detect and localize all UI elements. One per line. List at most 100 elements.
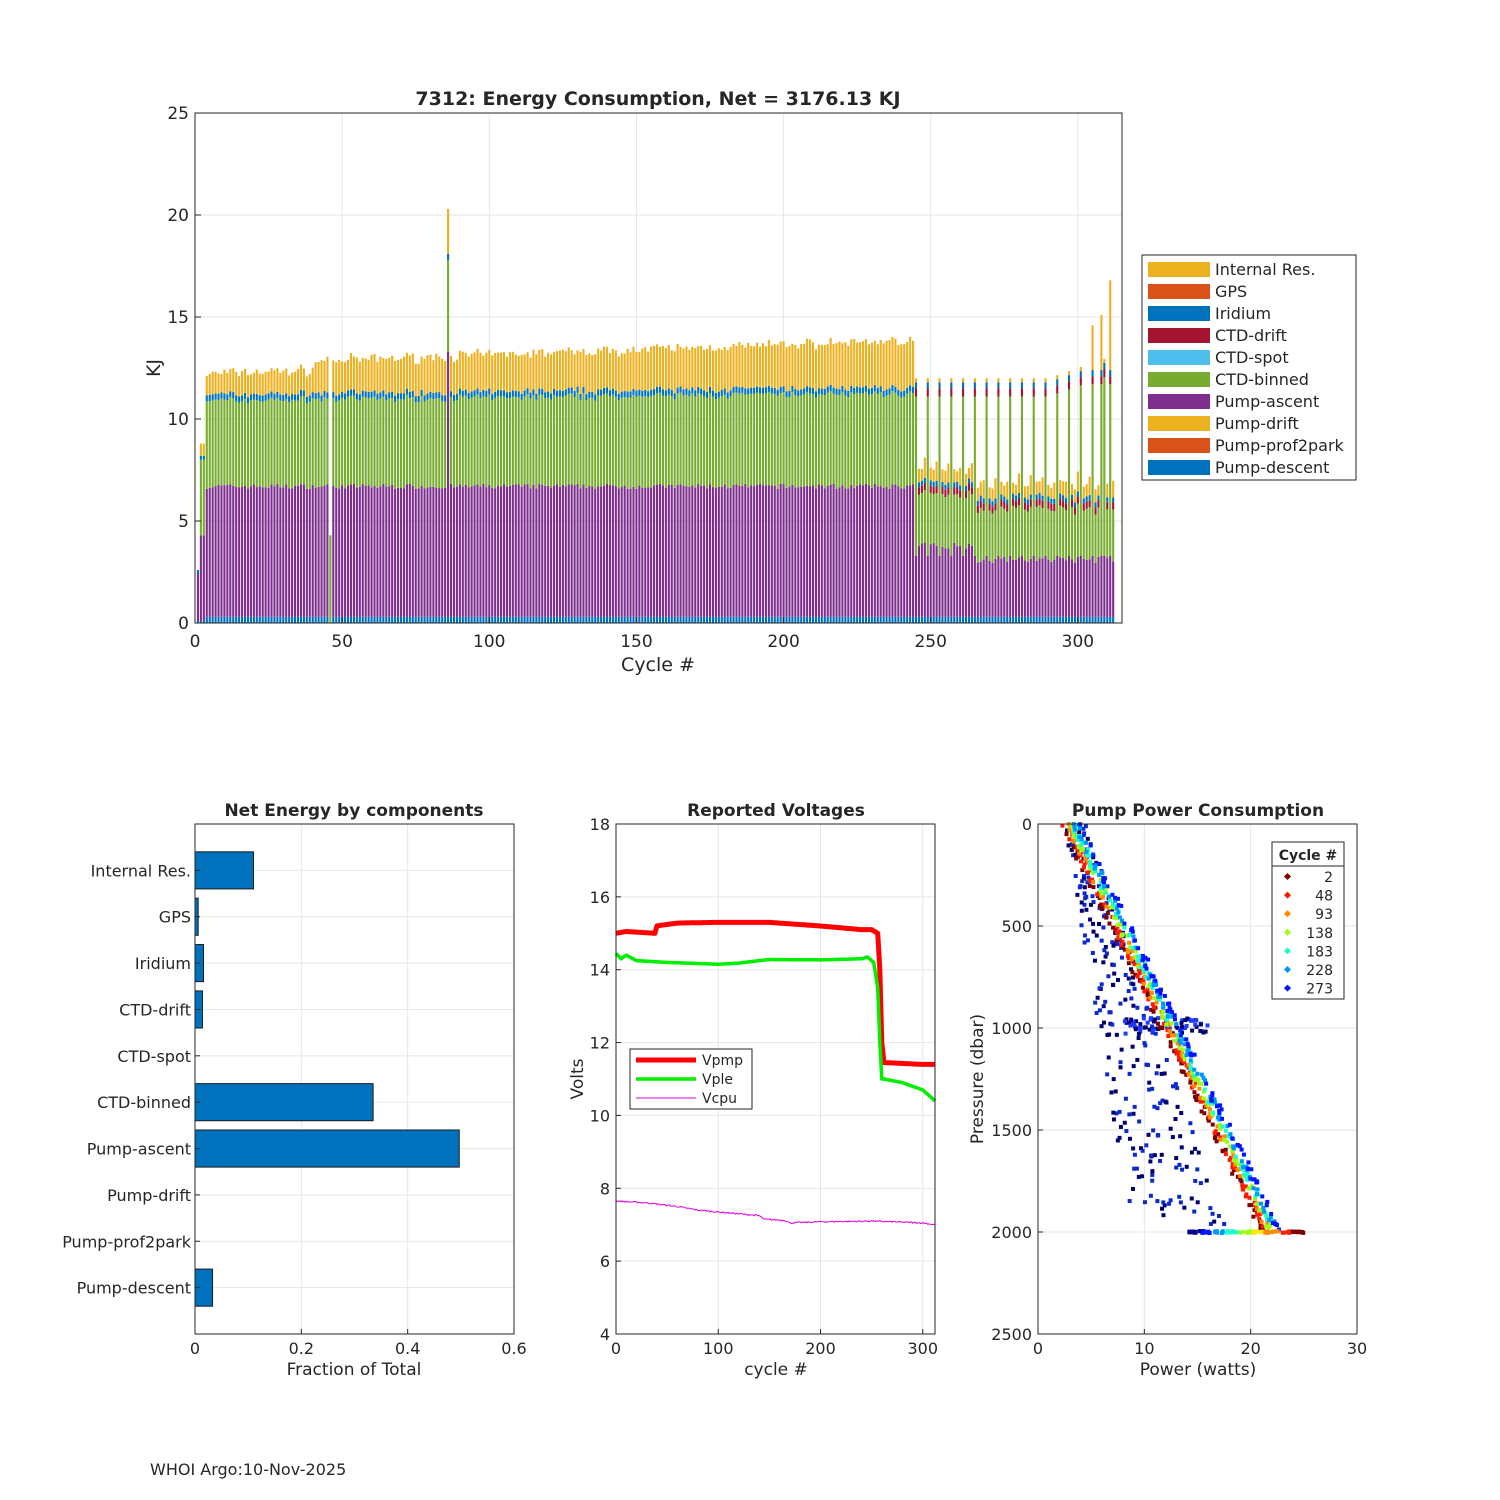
bar-segment-iridium	[414, 396, 417, 403]
bar-segment-iridium	[726, 392, 729, 399]
bar-segment-ctd-binned	[361, 396, 364, 485]
cycle-bar-308	[1100, 314, 1103, 623]
bar-segment-iridium	[511, 390, 514, 397]
scatter-point	[1146, 984, 1151, 989]
bar-segment-ctd-binned	[661, 395, 664, 486]
bar-segment-pump-descent	[1097, 616, 1100, 623]
cycle-bar-311	[1109, 280, 1112, 623]
cycle-bar-74	[411, 353, 414, 623]
bar-segment-internal-res-	[932, 469, 935, 482]
cycle-bar-142	[611, 349, 614, 623]
pump-y-tick-label: 1000	[991, 1019, 1032, 1038]
bar-segment-pump-ascent	[909, 485, 912, 617]
cycle-bar-284	[1029, 474, 1032, 623]
bar-segment-internal-res-	[632, 346, 635, 389]
bar-segment-pump-descent	[447, 616, 450, 623]
scatter-point	[1139, 979, 1144, 984]
cycle-bar-9	[220, 374, 223, 623]
bar-segment-iridium	[985, 382, 988, 389]
bar-segment-ctd-drift	[1109, 376, 1112, 385]
scatter-point	[1111, 943, 1116, 948]
bar-segment-pump-descent	[697, 616, 700, 623]
bar-segment-pump-ascent	[985, 555, 988, 617]
bar-segment-pump-descent	[205, 616, 208, 623]
scatter-point	[1096, 884, 1101, 889]
scatter-point	[1199, 1081, 1204, 1086]
bar-segment-internal-res-	[561, 349, 564, 391]
bar-segment-ctd-drift	[1100, 376, 1103, 385]
hbar-category-label: Pump-prof2park	[62, 1232, 192, 1251]
hbar-x-tick-label: 0.4	[395, 1339, 420, 1358]
scatter-point	[1141, 981, 1146, 986]
bar-segment-pump-ascent	[753, 486, 756, 617]
bar-segment-pump-descent	[694, 616, 697, 623]
scatter-point	[1085, 880, 1090, 885]
bar-segment-pump-descent	[532, 616, 535, 623]
bar-segment-ctd-binned	[226, 400, 229, 485]
bar-segment-internal-res-	[567, 347, 570, 388]
bar-segment-pump-ascent	[488, 485, 491, 617]
bar-segment-internal-res-	[249, 374, 252, 395]
bar-segment-pump-descent	[526, 616, 529, 623]
bar-segment-iridium	[744, 388, 747, 395]
bar-segment-ctd-binned	[458, 394, 461, 485]
bar-segment-ctd-drift	[914, 388, 918, 397]
bar-segment-pump-ascent	[429, 486, 432, 617]
bar-segment-ctd-drift	[1076, 496, 1079, 504]
scatter-point	[1090, 950, 1095, 955]
bar-segment-pump-ascent	[597, 486, 600, 617]
bar-segment-pump-ascent	[723, 484, 726, 617]
bar-segment-pump-descent	[756, 616, 759, 623]
scatter-point	[1186, 1062, 1191, 1067]
scatter-point	[1219, 1107, 1224, 1112]
bar-segment-ctd-drift	[1103, 369, 1106, 378]
scatter-point	[1257, 1229, 1262, 1234]
volt-x-tick-label: 0	[611, 1339, 621, 1358]
bar-segment-iridium	[252, 393, 255, 400]
bar-segment-iridium	[923, 477, 926, 483]
scatter-point	[1172, 1049, 1177, 1054]
cycle-bar-304	[1088, 476, 1091, 623]
bar-segment-iridium	[832, 387, 835, 394]
bar-segment-pump-ascent	[426, 487, 429, 617]
scatter-point	[1079, 837, 1084, 842]
cycle-bar-150	[635, 351, 638, 623]
bar-segment-internal-res-	[243, 368, 247, 393]
bar-segment-iridium	[382, 390, 385, 397]
bar-segment-ctd-binned	[929, 492, 932, 545]
cycle-bar-22	[258, 373, 261, 623]
scatter-point	[1087, 883, 1092, 888]
bar-segment-iridium	[576, 386, 579, 393]
bar-segment-ctd-binned	[449, 397, 453, 484]
scatter-point	[1135, 959, 1140, 964]
bar-segment-pump-ascent	[432, 486, 435, 617]
bar-segment-ctd-binned	[761, 393, 765, 486]
bar-segment-internal-res-	[505, 356, 509, 393]
bar-segment-internal-res-	[891, 336, 894, 385]
legend-label: Pump-prof2park	[1215, 436, 1345, 455]
scatter-point	[1241, 1165, 1246, 1170]
bar-segment-pump-ascent	[529, 488, 532, 617]
bar-segment-ctd-binned	[911, 392, 915, 485]
scatter-point	[1199, 1109, 1204, 1114]
hbar-title: Net Energy by components	[224, 801, 483, 821]
bar-segment-pump-descent	[385, 616, 388, 623]
bar-segment-pump-ascent	[1076, 556, 1079, 617]
bar-segment-iridium	[455, 394, 458, 401]
cycle-bar-249	[926, 378, 929, 623]
scatter-point	[1210, 1101, 1215, 1106]
bar-segment-iridium	[447, 253, 450, 260]
scatter-point	[1113, 1089, 1118, 1094]
scatter-point	[1118, 1001, 1123, 1006]
scatter-point	[1171, 1084, 1176, 1089]
cycle-bar-277	[1009, 378, 1012, 623]
scatter-point	[1101, 960, 1106, 965]
bar-segment-pump-ascent	[817, 484, 820, 617]
bar-segment-iridium	[797, 390, 800, 397]
bar-segment-ctd-binned	[346, 396, 350, 486]
bar-segment-ctd-binned	[526, 394, 529, 485]
bar-segment-iridium	[1085, 496, 1088, 502]
bar-segment-pump-ascent	[859, 484, 862, 617]
scatter-point	[1143, 955, 1148, 960]
volt-axes-box	[615, 823, 936, 1335]
